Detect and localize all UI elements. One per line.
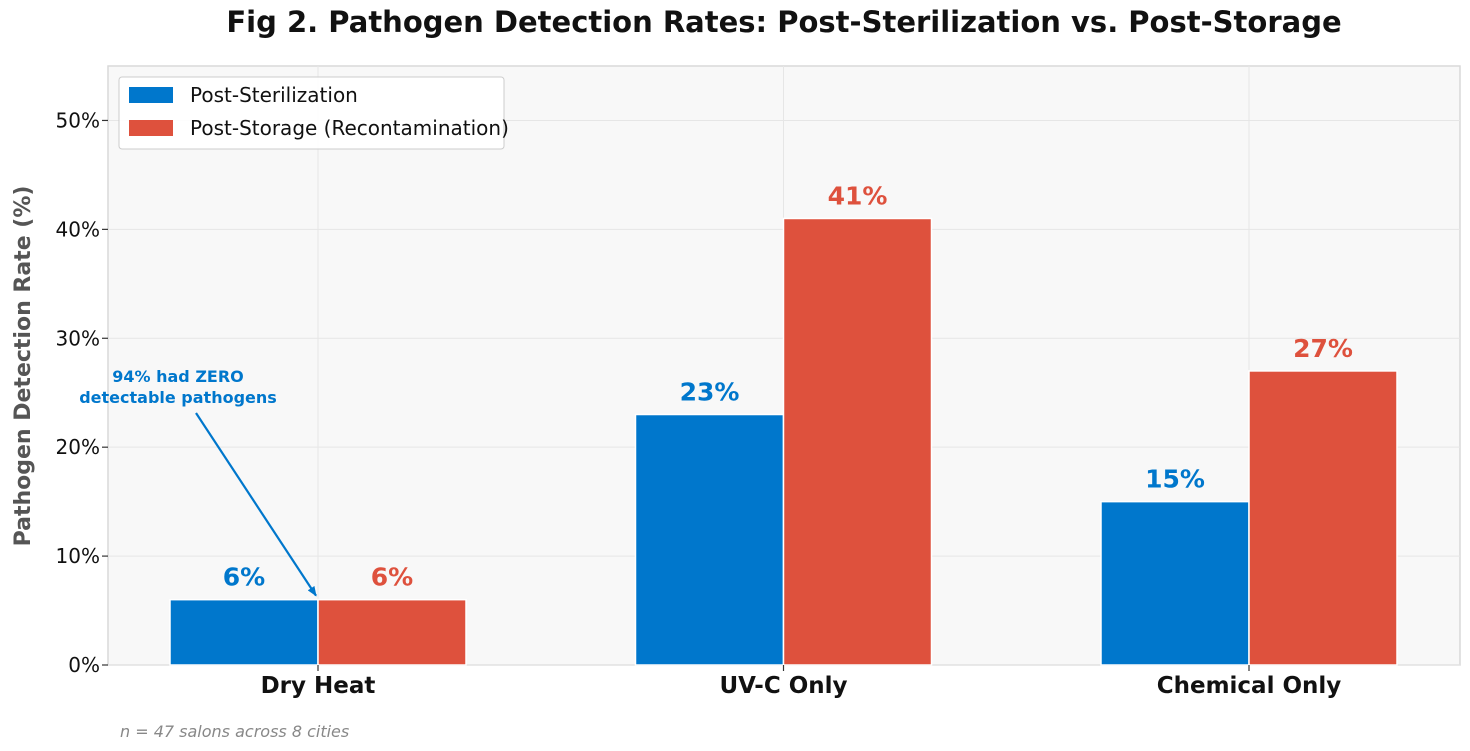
data-label: 23% bbox=[680, 378, 740, 407]
legend-box bbox=[118, 76, 505, 150]
y-tick-label: 20% bbox=[56, 435, 100, 459]
data-labels: 6% 23% 15% 6% 41% 27% bbox=[223, 181, 1353, 591]
annotation-arrow bbox=[195, 412, 317, 597]
legend-swatch-post-storage bbox=[129, 120, 173, 136]
legend: Post-Sterilization Post-Storage (Reconta… bbox=[118, 76, 509, 150]
data-label: 15% bbox=[1145, 465, 1205, 494]
y-tick-label: 50% bbox=[56, 108, 100, 132]
data-label: 41% bbox=[828, 181, 888, 210]
y-tick-label: 10% bbox=[56, 544, 100, 568]
x-tick-label: UV-C Only bbox=[719, 673, 847, 699]
footnote: n = 47 salons across 8 cities bbox=[120, 722, 349, 741]
y-axis-label: Pathogen Detection Rate (%) bbox=[11, 186, 36, 547]
bar-post-sterilization-dry-heat bbox=[169, 598, 319, 666]
bar-post-storage-recontamination-uv-c-only bbox=[782, 217, 933, 666]
data-label: 6% bbox=[371, 563, 413, 592]
y-tick-label: 30% bbox=[56, 326, 100, 350]
legend-label-post-sterilization: Post-Sterilization bbox=[190, 83, 358, 107]
bars bbox=[169, 217, 1398, 666]
y-tick-label: 0% bbox=[68, 653, 100, 677]
bar-post-sterilization-chemical-only bbox=[1100, 500, 1250, 666]
data-label: 6% bbox=[223, 563, 265, 592]
bar-post-storage-recontamination-dry-heat bbox=[317, 598, 467, 666]
data-label: 27% bbox=[1293, 334, 1353, 363]
y-axis: 0% 10% 20% 30% 40% 50% bbox=[56, 108, 108, 677]
annotation-line-1: 94% had ZERO bbox=[112, 367, 244, 386]
bar-post-storage-recontamination-chemical-only bbox=[1248, 370, 1398, 666]
legend-swatch-post-sterilization bbox=[129, 87, 173, 103]
bar-post-sterilization-uv-c-only bbox=[634, 413, 785, 666]
chart-title: Fig 2. Pathogen Detection Rates: Post-St… bbox=[226, 5, 1341, 39]
y-tick-label: 40% bbox=[56, 217, 100, 241]
legend-label-post-storage: Post-Storage (Recontamination) bbox=[190, 116, 509, 140]
x-tick-label: Chemical Only bbox=[1157, 673, 1342, 699]
annotation-line-2: detectable pathogens bbox=[79, 388, 277, 407]
x-tick-label: Dry Heat bbox=[261, 673, 376, 699]
annotation: 94% had ZERO detectable pathogens bbox=[79, 367, 317, 597]
x-axis: Dry Heat UV-C Only Chemical Only bbox=[261, 665, 1342, 699]
